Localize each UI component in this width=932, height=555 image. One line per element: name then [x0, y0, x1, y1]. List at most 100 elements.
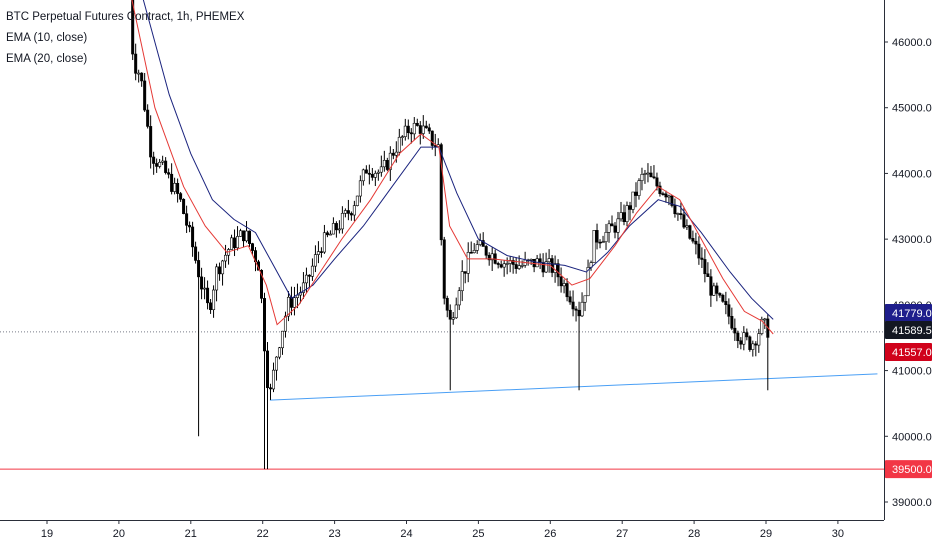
candle-body: [328, 233, 332, 236]
candle-body: [301, 282, 305, 293]
candle-body: [280, 330, 284, 349]
candle-body: [544, 261, 548, 273]
x-tick-label: 29: [760, 528, 772, 540]
candle-body: [643, 173, 647, 175]
candle-body: [140, 72, 144, 82]
candle: [439, 142, 443, 246]
candle-body: [361, 169, 365, 182]
candle-body: [304, 274, 308, 284]
candle: [694, 232, 698, 255]
candle-body: [601, 241, 605, 244]
candle-body: [325, 232, 329, 236]
x-tick-label: 24: [400, 528, 412, 540]
candle-body: [604, 232, 608, 243]
candle-body: [212, 289, 216, 311]
x-tick-label: 28: [688, 528, 700, 540]
candle: [203, 277, 207, 300]
candle: [670, 195, 674, 208]
candle-body: [376, 171, 380, 174]
candle: [215, 263, 219, 302]
price-label-text: 41779.0: [892, 308, 932, 320]
candle: [385, 157, 389, 172]
candle: [325, 230, 329, 238]
candle: [361, 168, 365, 186]
candle: [131, 0, 135, 61]
candle-body: [694, 240, 698, 245]
candle: [427, 123, 431, 134]
y-tick-label: 40000.0: [892, 431, 932, 443]
candle: [286, 291, 290, 322]
candle-body: [271, 369, 275, 390]
price-label: 39500.0: [885, 460, 932, 479]
candle-body: [262, 298, 266, 352]
candle-body: [511, 260, 515, 265]
candle: [379, 155, 383, 177]
candle-body: [712, 285, 716, 296]
candle: [331, 217, 335, 235]
candle: [622, 204, 626, 226]
candle-body: [520, 265, 524, 267]
candle-body: [469, 252, 473, 254]
candle: [403, 118, 407, 141]
candle-body: [622, 212, 626, 222]
candle-body: [529, 258, 533, 261]
candle: [140, 72, 144, 87]
ema20-line: [142, 0, 774, 320]
candle-body: [451, 317, 455, 320]
candle: [155, 158, 159, 173]
candle-body: [334, 223, 338, 231]
candle-body: [230, 237, 234, 250]
candle: [760, 316, 764, 336]
candle-body: [415, 122, 419, 126]
candle: [179, 191, 183, 202]
candle-body: [637, 180, 641, 196]
x-tick-label: 23: [328, 528, 340, 540]
candle: [595, 223, 599, 250]
candle: [248, 230, 252, 247]
candle: [697, 236, 701, 265]
candle: [352, 200, 356, 222]
candle-body: [331, 223, 335, 235]
candle-body: [313, 254, 317, 267]
candle: [649, 165, 653, 178]
candle: [460, 260, 464, 302]
candle-body: [472, 250, 476, 254]
candle: [598, 239, 602, 249]
candle-body: [137, 72, 141, 75]
candle-body: [242, 230, 246, 242]
x-tick-label: 26: [544, 528, 556, 540]
candle: [727, 298, 731, 325]
candle-body: [619, 212, 623, 220]
candle: [484, 245, 488, 260]
candle: [508, 256, 512, 273]
candle: [301, 272, 305, 299]
candle-body: [433, 145, 437, 147]
candle-body: [748, 336, 752, 350]
candle: [218, 262, 222, 281]
candle-body: [233, 237, 237, 249]
candle-body: [421, 125, 425, 134]
candle: [146, 104, 150, 129]
candle-body: [679, 213, 683, 216]
candle-body: [664, 193, 668, 198]
candle-body: [499, 264, 503, 268]
candle: [221, 259, 225, 286]
ema10-line: [131, 0, 774, 335]
candle: [421, 115, 425, 139]
candle: [170, 163, 174, 195]
candle-body: [292, 297, 296, 308]
candle: [337, 220, 341, 234]
price-axis-bg: [884, 0, 932, 550]
candle-body: [568, 296, 572, 303]
candle-body: [580, 301, 584, 317]
candle-body: [394, 151, 398, 156]
chart-title: BTC Perpetual Futures Contract, 1h, PHEM…: [6, 11, 245, 23]
candle: [706, 262, 710, 277]
candle-body: [131, 0, 135, 55]
candle-body: [754, 343, 758, 346]
candle: [631, 191, 635, 214]
candle-body: [277, 347, 281, 358]
candle-body: [586, 267, 590, 297]
